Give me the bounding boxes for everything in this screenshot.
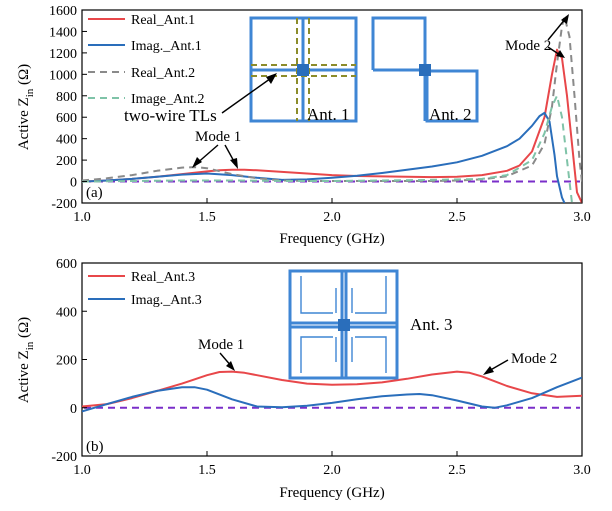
legend-label-imag-ant-1: Imag._Ant.1 bbox=[131, 39, 202, 54]
label-ant-3: Ant. 3 bbox=[410, 315, 453, 334]
legend-label-image-ant-2: Image_Ant.2 bbox=[131, 92, 204, 107]
x-tick-label: 1.0 bbox=[73, 210, 91, 225]
series-line-imag-ant-3 bbox=[82, 376, 582, 413]
x-tick-label: 1.5 bbox=[198, 210, 216, 225]
legend-b: Real_Ant.3 Imag._Ant.3 bbox=[88, 270, 202, 308]
annotation-two-wire-tls: two-wire TLs bbox=[124, 106, 217, 125]
legend-label-imag-ant-3: Imag._Ant.3 bbox=[131, 293, 202, 308]
legend-label-real-ant-2: Real_Ant.2 bbox=[131, 66, 195, 81]
legend-label-real-ant-3: Real_Ant.3 bbox=[131, 270, 195, 285]
y-tick-label: 400 bbox=[56, 133, 77, 148]
series-line-image-ant-2 bbox=[82, 94, 573, 203]
series-line-imag-ant-1 bbox=[82, 111, 566, 203]
x-tick-label: 1.5 bbox=[198, 463, 216, 478]
x-tick-label: 3.0 bbox=[573, 463, 591, 478]
y-tick-label: 200 bbox=[56, 154, 77, 169]
axis-ticks-b: 1.0 1.5 2.0 2.5 3.0 -200 0 200 400 600 bbox=[51, 257, 590, 478]
y-tick-label: 1600 bbox=[49, 4, 77, 19]
chart-panel-a: 1.0 1.5 2.0 2.5 3.0 -200 0 200 400 600 800 1000 1200… bbox=[16, 4, 591, 247]
y-tick-label: 1200 bbox=[49, 47, 77, 62]
y-tick-label: 600 bbox=[56, 257, 77, 272]
y-tick-label: 1000 bbox=[49, 68, 77, 83]
y-tick-label: 0 bbox=[70, 402, 77, 417]
x-tick-label: 2.5 bbox=[448, 463, 466, 478]
legend-label-real-ant-1: Real_Ant.1 bbox=[131, 13, 195, 28]
antenna-2-sketch bbox=[371, 16, 479, 123]
x-tick-label: 2.0 bbox=[323, 210, 341, 225]
x-tick-label: 3.0 bbox=[573, 210, 591, 225]
legend-a: Real_Ant.1 Imag._Ant.1 Real_Ant.2 Image_… bbox=[88, 13, 204, 107]
panel-label-b: (b) bbox=[86, 439, 104, 455]
annotation-mode-2-b: Mode 2 bbox=[511, 351, 557, 367]
x-axis-label-b: Frequency (GHz) bbox=[279, 485, 384, 501]
antenna-1-sketch bbox=[249, 16, 358, 123]
annotation-mode-1-a: Mode 1 bbox=[195, 129, 241, 145]
plot-frame-b bbox=[81, 262, 583, 457]
y-tick-label: 200 bbox=[56, 354, 77, 369]
label-ant-2: Ant. 2 bbox=[429, 105, 472, 124]
series-group-b bbox=[82, 370, 582, 413]
y-tick-label: 1400 bbox=[49, 25, 77, 40]
x-tick-label: 2.5 bbox=[448, 210, 466, 225]
y-axis-label-a: Active Zin (Ω) bbox=[16, 64, 36, 150]
axis-ticks-a: 1.0 1.5 2.0 2.5 3.0 -200 0 200 400 600 800 1000 1200… bbox=[49, 4, 591, 225]
y-tick-label: 0 bbox=[70, 176, 77, 191]
y-tick-label: 800 bbox=[56, 90, 77, 105]
x-axis-label-a: Frequency (GHz) bbox=[279, 231, 384, 247]
y-tick-label: 400 bbox=[56, 305, 77, 320]
series-line-real-ant-1 bbox=[82, 48, 582, 203]
y-tick-label: -200 bbox=[51, 450, 77, 465]
chart-panel-b: 1.0 1.5 2.0 2.5 3.0 -200 0 200 400 600 Mode 1 bbox=[16, 257, 591, 501]
series-line-real-ant-3 bbox=[82, 370, 582, 408]
x-tick-label: 1.0 bbox=[73, 463, 91, 478]
annotation-mode-1-b: Mode 1 bbox=[198, 337, 244, 353]
antenna-3-sketch bbox=[288, 269, 399, 380]
x-tick-label: 2.0 bbox=[323, 463, 341, 478]
y-tick-label: 600 bbox=[56, 111, 77, 126]
y-axis-label-b: Active Zin (Ω) bbox=[16, 317, 36, 403]
label-ant-1: Ant. 1 bbox=[307, 105, 350, 124]
y-tick-label: -200 bbox=[51, 197, 77, 212]
annotation-arrows-b bbox=[219, 352, 509, 375]
annotation-mode-2-a: Mode 2 bbox=[505, 38, 551, 54]
panel-label-a: (a) bbox=[86, 185, 103, 201]
annotation-arrows-a bbox=[192, 14, 569, 169]
